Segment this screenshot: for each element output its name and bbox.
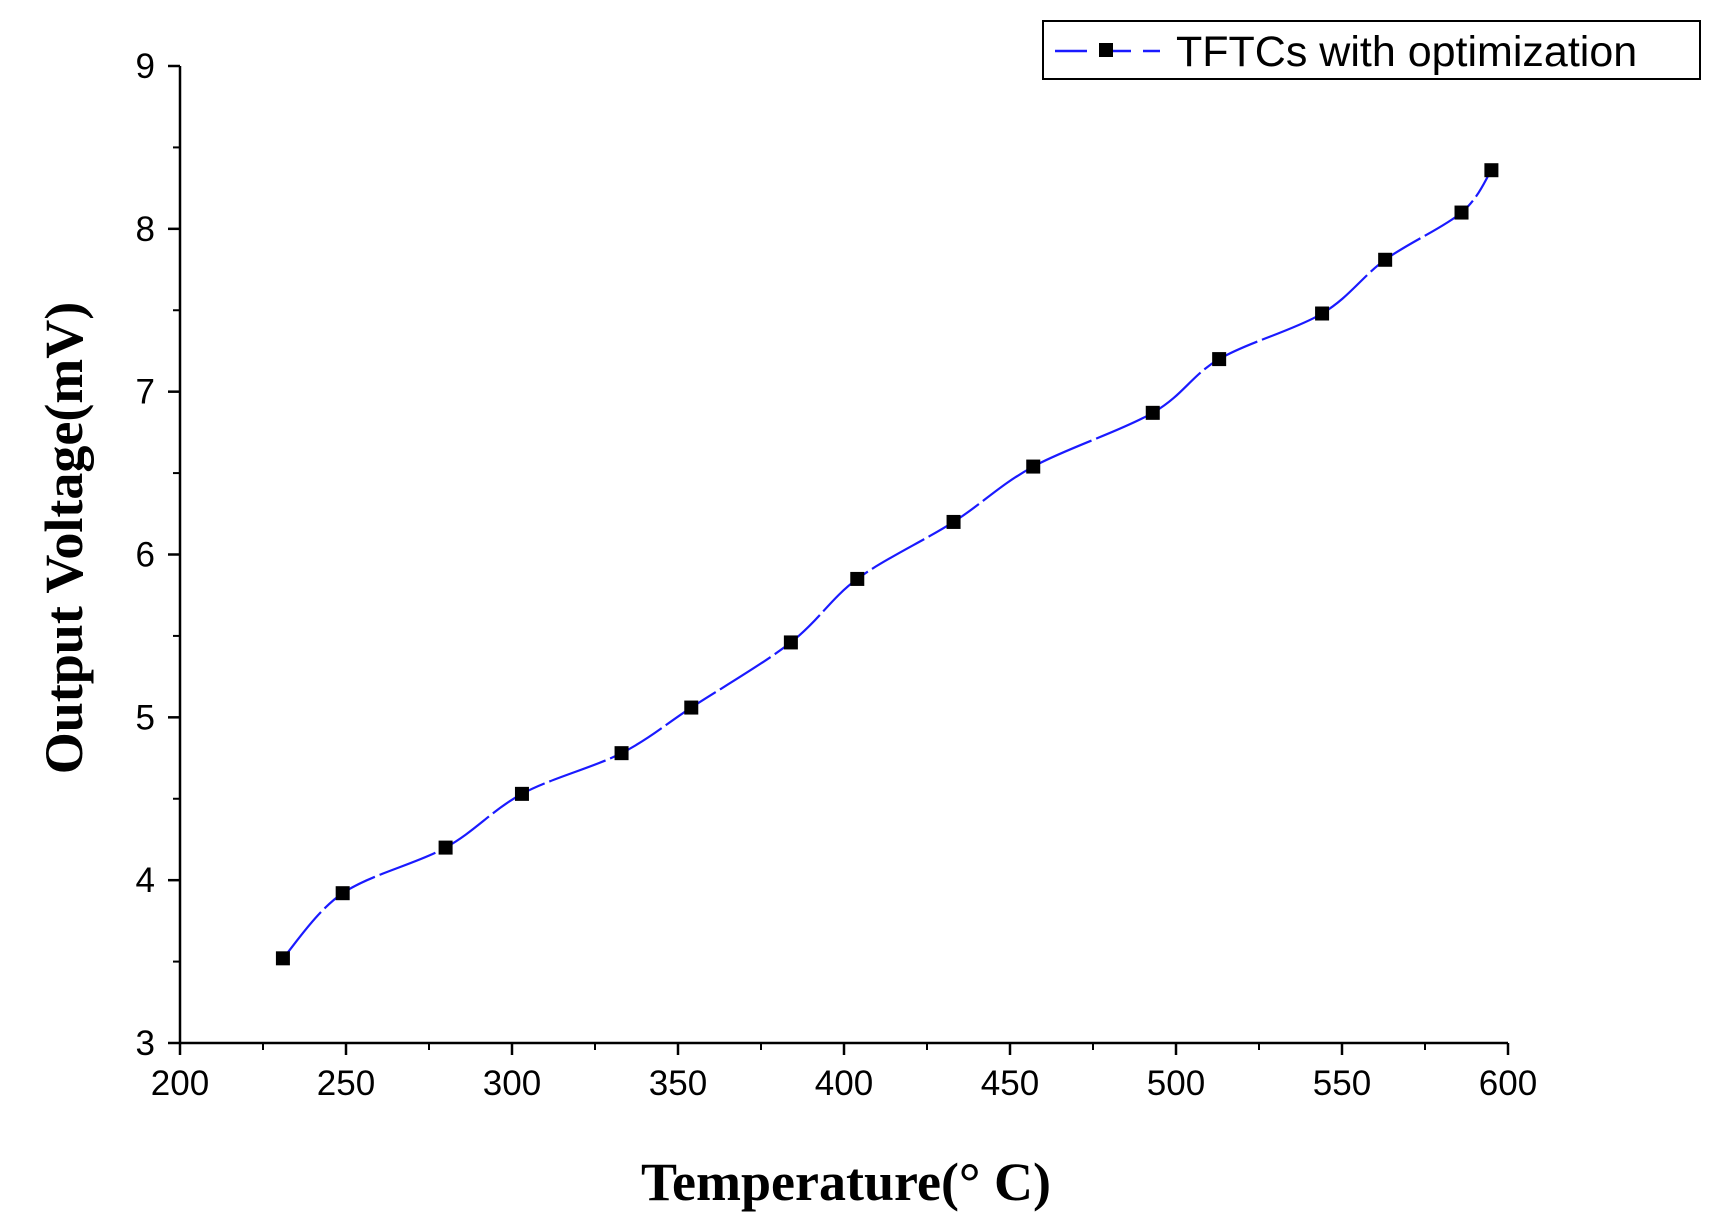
data-point-marker bbox=[438, 840, 453, 855]
data-point-marker bbox=[514, 786, 529, 801]
data-point-marker bbox=[1454, 205, 1469, 220]
data-point-marker bbox=[1026, 459, 1041, 474]
legend: TFTCs with optimization bbox=[1042, 20, 1701, 80]
x-tick-label: 200 bbox=[151, 1064, 209, 1103]
data-point-marker bbox=[850, 571, 865, 586]
data-point-marker bbox=[1484, 163, 1499, 178]
data-point-marker bbox=[1315, 306, 1330, 321]
x-tick-label: 350 bbox=[649, 1064, 707, 1103]
x-axis-title: Temperature(° C) bbox=[641, 1152, 1051, 1212]
tick-labels: 200 250 300 350 400 450 500 550 600 3 4 5 6 7 8 9 bbox=[136, 47, 1538, 1103]
x-tick-label: 250 bbox=[317, 1064, 375, 1103]
axis-ticks bbox=[168, 64, 1510, 1055]
x-tick-label: 300 bbox=[483, 1064, 541, 1103]
data-point-marker bbox=[1212, 352, 1227, 367]
legend-marker-sample bbox=[1099, 43, 1113, 57]
data-point-marker bbox=[946, 514, 961, 529]
y-tick-label: 7 bbox=[136, 373, 155, 412]
x-tick-label: 550 bbox=[1313, 1064, 1371, 1103]
y-tick-label: 8 bbox=[136, 210, 155, 249]
axes bbox=[178, 66, 1508, 1045]
data-point-marker bbox=[614, 746, 629, 761]
y-axis-title: Output Voltage(mV) bbox=[34, 302, 94, 775]
plot-area bbox=[275, 163, 1499, 966]
data-point-marker bbox=[1378, 252, 1393, 267]
y-tick-label: 4 bbox=[136, 861, 155, 900]
x-tick-label: 600 bbox=[1479, 1064, 1537, 1103]
y-tick-label: 3 bbox=[136, 1024, 155, 1063]
data-point-marker bbox=[335, 886, 350, 901]
x-tick-label: 450 bbox=[981, 1064, 1039, 1103]
y-tick-label: 9 bbox=[136, 47, 155, 86]
data-point-marker bbox=[783, 635, 798, 650]
y-tick-label: 5 bbox=[136, 698, 155, 737]
legend-label: TFTCs with optimization bbox=[1176, 28, 1637, 76]
x-tick-label: 500 bbox=[1147, 1064, 1205, 1103]
series-line bbox=[282, 169, 1493, 960]
data-point-marker bbox=[1145, 405, 1160, 420]
y-tick-label: 6 bbox=[136, 536, 155, 575]
data-point-marker bbox=[275, 951, 290, 966]
data-point-marker bbox=[684, 700, 699, 715]
x-tick-label: 400 bbox=[815, 1064, 873, 1103]
